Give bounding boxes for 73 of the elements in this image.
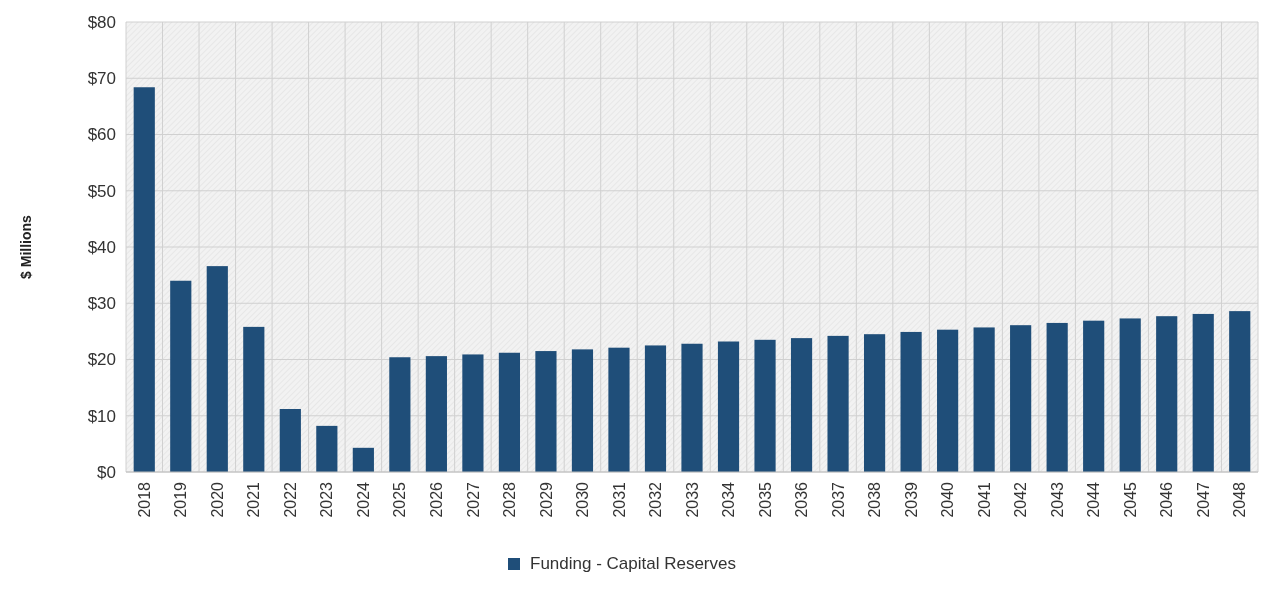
x-tick-label: 2022: [281, 481, 299, 518]
x-tick-label: 2042: [1012, 481, 1030, 518]
bar: [1046, 322, 1068, 472]
bar: [206, 266, 228, 472]
x-tick-label: 2031: [610, 481, 628, 518]
x-tick-label: 2039: [902, 481, 920, 518]
bar: [425, 356, 447, 472]
x-tick-label: 2020: [208, 481, 226, 518]
x-tick-label: 2018: [135, 481, 153, 518]
bar: [1192, 313, 1214, 472]
x-tick-label: 2025: [391, 481, 409, 518]
bar: [316, 425, 338, 472]
bar: [681, 343, 703, 472]
bar: [1083, 320, 1105, 472]
bar: [498, 352, 521, 472]
x-tick-label: 2044: [1085, 481, 1103, 518]
bar: [790, 338, 813, 472]
bar: [352, 447, 374, 472]
bar: [571, 349, 594, 472]
bar: [1156, 316, 1178, 472]
bar: [608, 347, 630, 472]
x-tick-label: 2035: [756, 481, 774, 518]
y-tick-label: $30: [87, 294, 116, 314]
y-tick-label: $70: [87, 69, 116, 89]
x-tick-label: 2036: [793, 481, 811, 518]
y-tick-label: $60: [87, 125, 116, 145]
legend-label: Funding - Capital Reserves: [530, 554, 736, 573]
x-tick-label: 2021: [245, 481, 263, 518]
x-tick-label: 2038: [866, 481, 884, 518]
bar: [973, 327, 995, 472]
x-tick-label: 2037: [829, 481, 847, 518]
x-tick-label: 2048: [1231, 481, 1249, 518]
y-tick-label: $40: [87, 237, 116, 257]
x-tick-label: 2030: [574, 481, 592, 518]
bar: [133, 87, 155, 472]
x-tick-label: 2047: [1194, 481, 1212, 518]
x-tick-label: 2019: [172, 481, 190, 518]
bar: [644, 345, 667, 472]
bar: [243, 326, 265, 472]
y-tick-label: $80: [87, 12, 116, 32]
x-tick-label: 2026: [427, 481, 445, 518]
x-tick-label: 2045: [1121, 481, 1139, 518]
bar: [717, 341, 740, 472]
x-tick-label: 2028: [501, 481, 519, 518]
bar: [863, 334, 886, 472]
bar: [170, 280, 192, 472]
x-tick-label: 2034: [720, 481, 738, 518]
bar: [535, 351, 557, 472]
x-tick-label: 2033: [683, 481, 701, 518]
bar: [1119, 318, 1141, 472]
y-tick-label: $50: [87, 181, 116, 201]
y-axis-title: $ Millions: [18, 214, 34, 279]
x-tick-label: 2046: [1158, 481, 1176, 518]
bar: [900, 331, 922, 472]
bar: [279, 409, 301, 472]
bar: [937, 329, 959, 472]
x-tick-label: 2032: [647, 481, 665, 518]
y-tick-label: $20: [87, 350, 116, 370]
y-tick-label: $0: [97, 462, 116, 482]
x-tick-label: 2029: [537, 481, 555, 518]
x-tick-label: 2027: [464, 481, 482, 518]
bar: [389, 357, 411, 472]
bar: [1229, 311, 1251, 472]
x-tick-label: 2043: [1048, 481, 1066, 518]
bar: [754, 339, 776, 472]
x-tick-label: 2024: [354, 481, 372, 518]
x-tick-label: 2040: [939, 481, 957, 518]
x-tick-label: 2041: [975, 481, 993, 518]
y-tick-label: $10: [87, 406, 116, 426]
bar: [462, 354, 484, 472]
bar: [1010, 325, 1032, 472]
x-tick-label: 2023: [318, 481, 336, 518]
bar: [827, 335, 849, 472]
